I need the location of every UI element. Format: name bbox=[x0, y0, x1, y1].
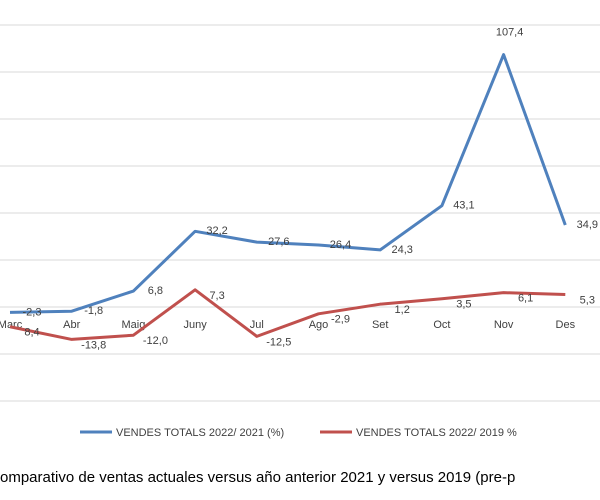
legend-label: VENDES TOTALS 2022/ 2021 (%) bbox=[116, 427, 284, 439]
value-label: 26,4 bbox=[330, 239, 351, 251]
x-tick-label: Juny bbox=[183, 319, 207, 331]
value-label: 8,4 bbox=[24, 327, 39, 339]
value-label: -12,5 bbox=[266, 336, 291, 348]
series-line bbox=[9, 288, 566, 341]
caption: omparativo de ventas actuales versus año… bbox=[0, 469, 515, 486]
series-line bbox=[9, 53, 567, 314]
value-label: 3,5 bbox=[456, 299, 471, 311]
value-label: 5,3 bbox=[580, 294, 595, 306]
value-label: -2,3 bbox=[23, 306, 42, 318]
value-label: 43,1 bbox=[453, 200, 474, 212]
value-label: 27,6 bbox=[268, 236, 289, 248]
x-tick-label: Abr bbox=[63, 319, 80, 331]
x-tick-label: Maig bbox=[121, 319, 145, 331]
value-label: 6,1 bbox=[518, 293, 533, 305]
x-tick-label: Oct bbox=[433, 319, 450, 331]
value-label: 7,3 bbox=[209, 290, 224, 302]
value-label: 107,4 bbox=[496, 27, 524, 39]
x-tick-label: Ago bbox=[309, 319, 329, 331]
legend-label: VENDES TOTALS 2022/ 2019 % bbox=[356, 427, 517, 439]
value-label: -12,0 bbox=[143, 335, 168, 347]
x-tick-label: Nov bbox=[494, 319, 514, 331]
value-label: 6,8 bbox=[148, 285, 163, 297]
value-label: 34,9 bbox=[577, 219, 598, 231]
x-tick-label: Des bbox=[556, 319, 576, 331]
x-tick-label: Jul bbox=[250, 319, 264, 331]
value-label: 1,2 bbox=[395, 304, 410, 316]
value-label: -13,8 bbox=[81, 339, 106, 351]
value-label: 32,2 bbox=[206, 225, 227, 237]
value-label: 24,3 bbox=[391, 244, 412, 256]
value-label: -2,9 bbox=[331, 314, 350, 326]
value-label: -1,8 bbox=[84, 305, 103, 317]
x-tick-label: Set bbox=[372, 319, 389, 331]
